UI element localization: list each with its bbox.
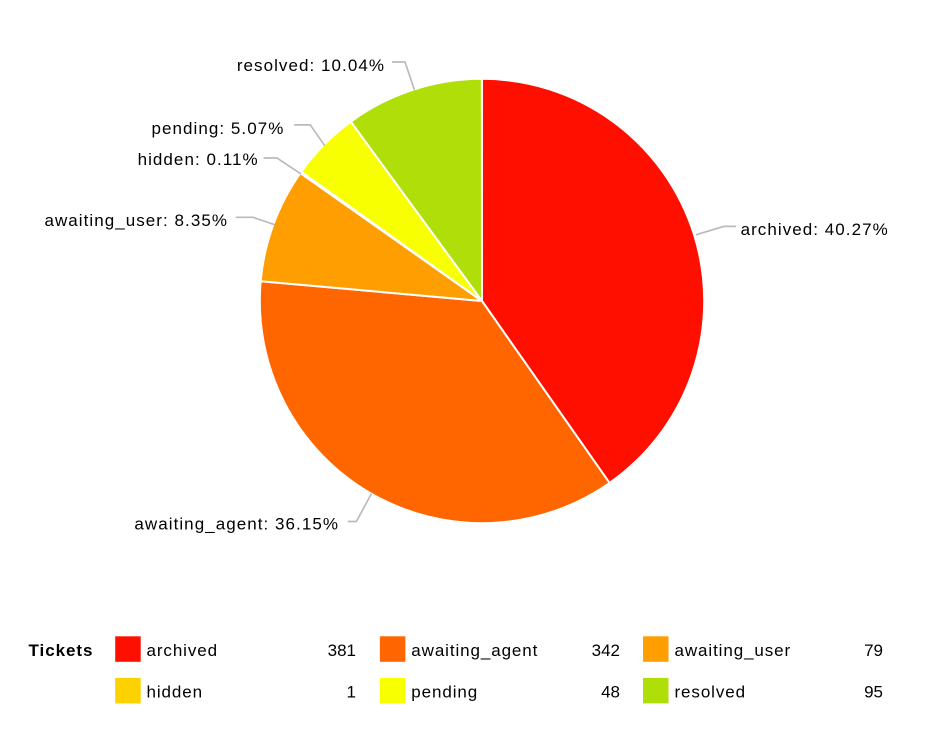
svg-text:hidden: hidden xyxy=(147,683,203,702)
svg-text:resolved: resolved xyxy=(675,683,746,702)
svg-text:342: 342 xyxy=(592,641,620,660)
svg-text:pending: 5.07%: pending: 5.07% xyxy=(152,119,285,138)
svg-text:hidden: 0.11%: hidden: 0.11% xyxy=(138,150,259,169)
svg-text:awaiting_user: 8.35%: awaiting_user: 8.35% xyxy=(44,211,228,230)
svg-text:95: 95 xyxy=(864,683,883,702)
svg-text:1: 1 xyxy=(347,683,356,702)
svg-text:awaiting_user: awaiting_user xyxy=(675,641,792,660)
svg-text:archived: archived xyxy=(147,641,218,660)
svg-text:resolved: 10.04%: resolved: 10.04% xyxy=(237,56,385,75)
svg-text:Tickets: Tickets xyxy=(29,641,94,660)
svg-text:79: 79 xyxy=(864,641,883,660)
svg-text:awaiting_agent: 36.15%: awaiting_agent: 36.15% xyxy=(134,515,339,534)
svg-text:48: 48 xyxy=(601,683,620,702)
svg-text:awaiting_agent: awaiting_agent xyxy=(411,641,538,660)
svg-text:pending: pending xyxy=(411,683,478,702)
svg-text:archived: 40.27%: archived: 40.27% xyxy=(741,220,889,239)
svg-text:381: 381 xyxy=(328,641,356,660)
